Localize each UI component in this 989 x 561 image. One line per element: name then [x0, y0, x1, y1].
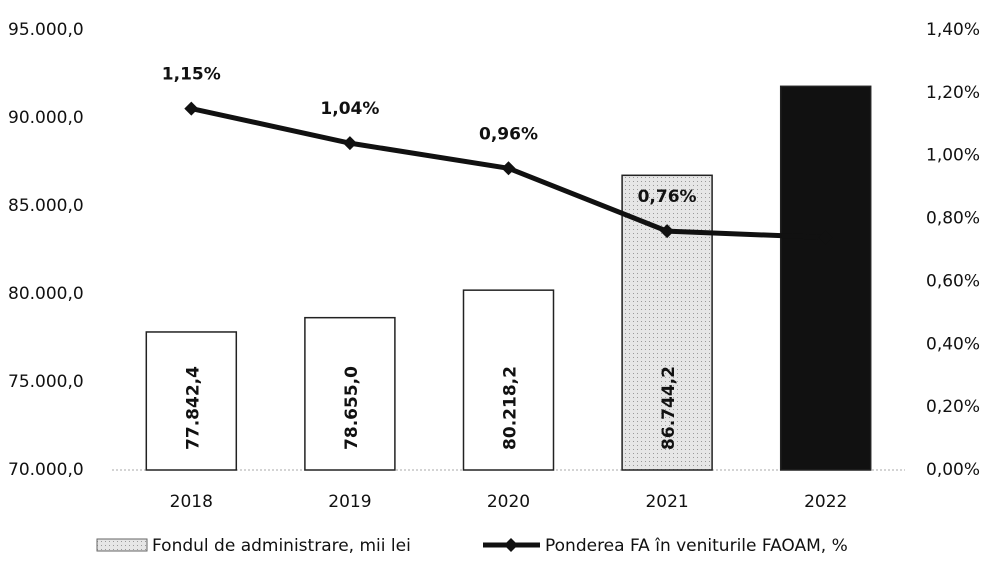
- y2-tick-label: 0,80%: [926, 209, 980, 229]
- legend-marker: [504, 538, 518, 552]
- line-marker: [184, 101, 199, 116]
- bar: [145, 331, 238, 471]
- legend-swatch: [96, 538, 148, 552]
- y2-tick-label: 0,00%: [926, 460, 980, 480]
- bar: [462, 289, 555, 471]
- bar: [779, 85, 872, 471]
- y2-tick-label: 1,40%: [926, 20, 980, 40]
- line-marker: [660, 224, 675, 239]
- x-tick-label: 2019: [328, 492, 371, 512]
- y-tick-label: 95.000,0: [8, 20, 84, 40]
- line-value-label: 1,15%: [162, 65, 221, 85]
- legend-label: Fondul de administrare, mii lei: [152, 536, 411, 556]
- line-marker: [818, 230, 833, 245]
- y2-tick-label: 1,00%: [926, 146, 980, 166]
- x-tick-label: 2022: [804, 492, 847, 512]
- y2-tick-label: 0,60%: [926, 271, 980, 291]
- bar-value-label: 77.842,4: [183, 366, 203, 450]
- x-tick-label: 2020: [487, 492, 530, 512]
- y-tick-label: 75.000,0: [8, 372, 84, 392]
- x-tick-label: 2021: [645, 492, 688, 512]
- line-marker: [342, 136, 357, 151]
- line-value-label: 0,96%: [479, 124, 538, 144]
- bar-value-label: 78.655,0: [342, 366, 362, 450]
- line-value-label: 1,04%: [320, 99, 379, 119]
- line-value-label: 0,76%: [638, 187, 697, 207]
- legend-label: Ponderea FA în veniturile FAOAM, %: [545, 536, 848, 556]
- y-tick-label: 90.000,0: [8, 108, 84, 128]
- y-tick-label: 80.000,0: [8, 284, 84, 304]
- y-tick-label: 85.000,0: [8, 196, 84, 216]
- y2-tick-label: 0,20%: [926, 397, 980, 417]
- y2-tick-label: 0,40%: [926, 334, 980, 354]
- x-tick-label: 2018: [170, 492, 213, 512]
- bar-value-label: 80.218,2: [501, 366, 521, 450]
- bar: [304, 316, 396, 471]
- bar-value-label: 86.744,2: [659, 366, 679, 450]
- y-tick-label: 70.000,0: [8, 460, 84, 480]
- y2-tick-label: 1,20%: [926, 83, 980, 103]
- line-marker: [501, 161, 516, 176]
